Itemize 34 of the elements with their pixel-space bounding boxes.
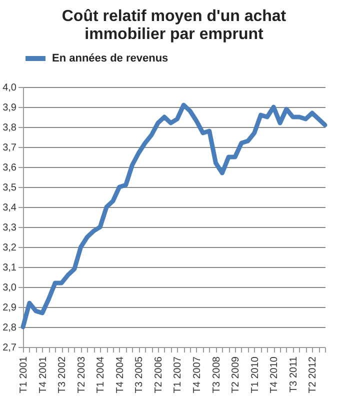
y-tick-label: 4,0 (2, 82, 17, 94)
text: Coût relatif moyen d'un achat (62, 8, 286, 25)
y-tick-label: 2,9 (2, 302, 17, 314)
legend-label: En années de revenus (52, 52, 168, 64)
x-tick-label: T4 2007 (192, 356, 203, 394)
y-tick-label: 2,8 (2, 322, 17, 334)
x-tick-label: T3 2005 (134, 356, 146, 394)
y-tick-label: 3,5 (2, 182, 17, 194)
x-tick-label: T2 2012 (308, 356, 319, 394)
y-tick-label: 3,0 (2, 282, 17, 294)
y-tick-label: 3,8 (2, 122, 17, 134)
y-tick-label: 3,3 (2, 222, 17, 234)
x-tick-label: T1 2004 (96, 356, 107, 394)
x-tick-label: T3 2008 (211, 356, 222, 394)
y-tick-label: 3,1 (2, 262, 17, 274)
x-tick-label: T2 2009 (230, 356, 242, 394)
x-tick-label: T1 2007 (172, 356, 184, 394)
y-tick-label: 3,6 (2, 162, 17, 174)
x-tick-label: T1 2010 (250, 356, 261, 394)
y-tick-label: 3,9 (2, 102, 17, 114)
text: immobilier par emprunt (84, 26, 264, 43)
y-tick-label: 3,4 (2, 202, 17, 214)
y-tick-label: 3,2 (2, 242, 17, 254)
x-tick-label: T2 2006 (153, 356, 164, 394)
y-tick-label: 2,7 (2, 342, 17, 354)
x-tick-label: T4 2010 (269, 356, 280, 394)
x-tick-label: T4 2004 (114, 356, 126, 394)
y-tick-label: 3,7 (2, 142, 17, 154)
x-tick-label: T4 2001 (38, 356, 49, 394)
line-series (20, 102, 328, 330)
x-tick-label: T1 2001 (18, 356, 30, 394)
x-tick-label: T3 2002 (57, 356, 68, 394)
x-tick-label: T3 2011 (288, 356, 300, 392)
x-tick-label: T2 2003 (76, 356, 88, 394)
